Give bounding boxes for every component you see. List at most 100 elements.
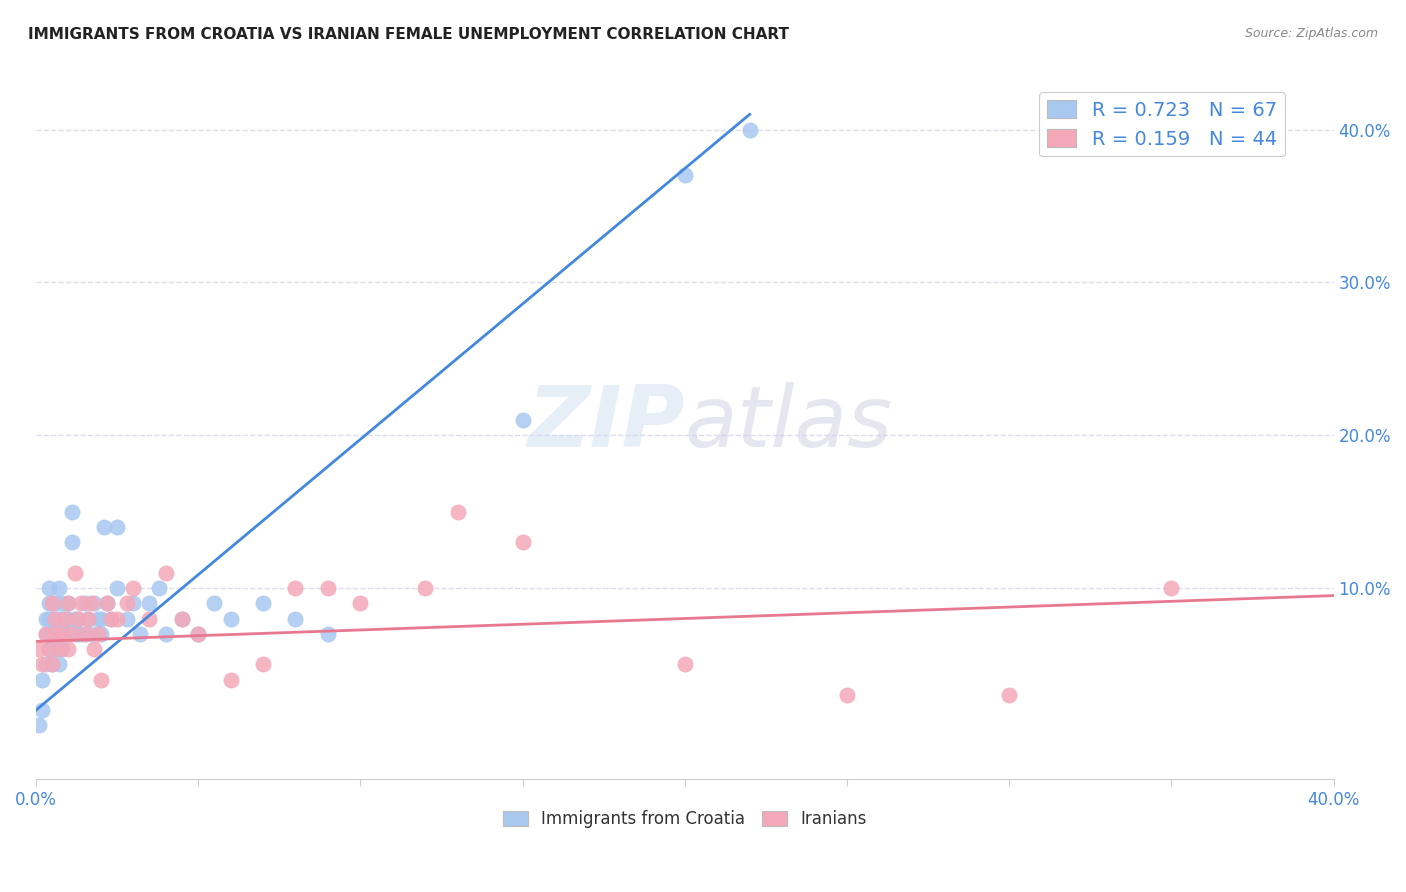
Point — [76, 611, 98, 625]
Point — [90, 673, 112, 687]
Point — [31, 703, 53, 717]
Point — [187, 627, 209, 641]
Point — [284, 581, 307, 595]
Point — [34, 627, 56, 641]
Point — [67, 611, 90, 625]
Point — [51, 611, 73, 625]
Point — [38, 642, 60, 657]
Point — [96, 596, 118, 610]
Point — [58, 596, 80, 610]
Text: IMMIGRANTS FROM CROATIA VS IRANIAN FEMALE UNEMPLOYMENT CORRELATION CHART: IMMIGRANTS FROM CROATIA VS IRANIAN FEMAL… — [28, 27, 789, 42]
Point — [48, 642, 70, 657]
Point — [93, 520, 115, 534]
Point — [60, 505, 83, 519]
Point — [100, 611, 122, 625]
Point — [31, 673, 53, 687]
Point — [835, 688, 858, 702]
Point — [170, 611, 193, 625]
Point — [38, 611, 60, 625]
Point — [41, 627, 63, 641]
Point — [67, 611, 90, 625]
Point — [70, 627, 93, 641]
Point — [58, 596, 80, 610]
Point — [83, 642, 105, 657]
Point — [122, 596, 145, 610]
Point — [138, 596, 160, 610]
Point — [998, 688, 1021, 702]
Point — [512, 535, 534, 549]
Point — [284, 611, 307, 625]
Point — [1160, 581, 1182, 595]
Point — [115, 596, 138, 610]
Point — [38, 642, 60, 657]
Point — [44, 596, 66, 610]
Point — [41, 657, 63, 672]
Point — [96, 596, 118, 610]
Point — [48, 657, 70, 672]
Point — [673, 657, 696, 672]
Point — [90, 627, 112, 641]
Point — [252, 596, 274, 610]
Point — [349, 596, 371, 610]
Point — [38, 596, 60, 610]
Text: ZIP: ZIP — [527, 382, 685, 466]
Point — [187, 627, 209, 641]
Point — [155, 627, 177, 641]
Point — [53, 611, 76, 625]
Point — [83, 596, 105, 610]
Point — [76, 611, 98, 625]
Point — [44, 642, 66, 657]
Point — [252, 657, 274, 672]
Point — [51, 596, 73, 610]
Point — [138, 611, 160, 625]
Point — [51, 642, 73, 657]
Point — [41, 596, 63, 610]
Point — [105, 520, 128, 534]
Point — [44, 627, 66, 641]
Point — [63, 611, 86, 625]
Point — [80, 596, 103, 610]
Point — [100, 611, 122, 625]
Point — [673, 169, 696, 183]
Point — [53, 611, 76, 625]
Point — [53, 627, 76, 641]
Point — [60, 627, 83, 641]
Point — [90, 611, 112, 625]
Point — [28, 642, 51, 657]
Point — [48, 581, 70, 595]
Text: atlas: atlas — [685, 382, 893, 466]
Point — [44, 611, 66, 625]
Point — [170, 611, 193, 625]
Point — [219, 611, 242, 625]
Point — [86, 611, 108, 625]
Point — [34, 657, 56, 672]
Point — [31, 657, 53, 672]
Point — [48, 627, 70, 641]
Point — [41, 596, 63, 610]
Point — [512, 413, 534, 427]
Point — [58, 611, 80, 625]
Point — [73, 596, 96, 610]
Point — [44, 611, 66, 625]
Point — [738, 122, 761, 136]
Point — [58, 642, 80, 657]
Point — [73, 627, 96, 641]
Point — [155, 566, 177, 580]
Point — [28, 718, 51, 732]
Point — [73, 627, 96, 641]
Point — [44, 627, 66, 641]
Point — [63, 627, 86, 641]
Point — [70, 596, 93, 610]
Point — [202, 596, 225, 610]
Point — [34, 627, 56, 641]
Point — [105, 611, 128, 625]
Point — [48, 611, 70, 625]
Point — [447, 505, 470, 519]
Point — [316, 627, 339, 641]
Point — [128, 627, 150, 641]
Point — [316, 581, 339, 595]
Point — [105, 581, 128, 595]
Point — [115, 611, 138, 625]
Point — [219, 673, 242, 687]
Point — [80, 627, 103, 641]
